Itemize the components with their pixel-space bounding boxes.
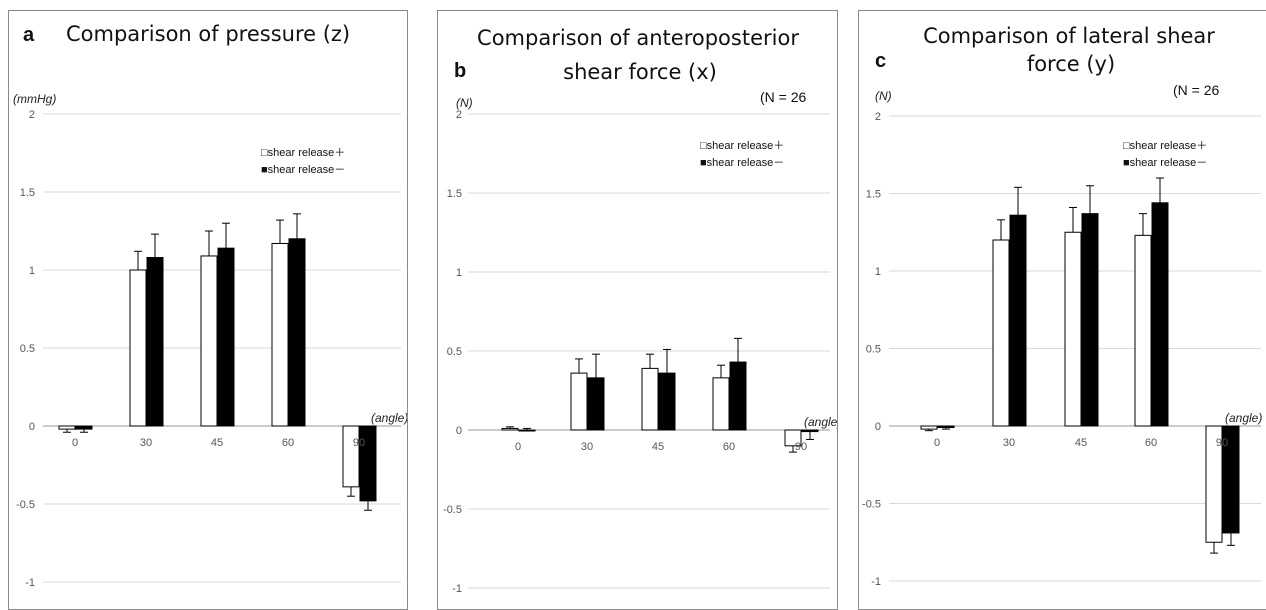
y-tick-label: 1.5 xyxy=(866,189,881,201)
legend-entry: ■shear release－ xyxy=(1123,157,1207,169)
chart-title-line-1: Comparison of lateral shear xyxy=(923,24,1215,48)
bar xyxy=(658,372,676,431)
chart-title-line-1: Comparison of pressure (z) xyxy=(66,22,350,46)
bar xyxy=(217,247,235,427)
x-tick-label: 90 xyxy=(353,437,365,449)
chart-title-line-2: shear force (x) xyxy=(563,60,717,84)
panel-letter: b xyxy=(454,60,466,82)
bar xyxy=(712,377,730,431)
x-tick-label: 60 xyxy=(282,437,294,449)
bar xyxy=(1081,213,1099,427)
y-tick-label: 0 xyxy=(29,421,35,433)
y-tick-label: -1 xyxy=(452,583,462,595)
bar xyxy=(937,425,955,429)
x-axis-unit-label: (angle) xyxy=(1225,411,1262,425)
y-axis-unit-label: (mmHg) xyxy=(13,92,56,106)
bar xyxy=(288,238,306,427)
bar xyxy=(801,429,819,433)
x-tick-label: 45 xyxy=(652,441,664,453)
chart-plot-area: 2 1.5 1 0.5 0 -0.5 -1 0 30 45 60 90 (angle) □shear re… xyxy=(16,109,408,589)
chart-plot-area: 2 1.5 1 0.5 0 -0.5 -1 0 30 45 60 90 (angle) □shear re… xyxy=(862,111,1262,588)
x-tick-label: 0 xyxy=(515,441,521,453)
bar xyxy=(518,429,536,432)
x-tick-label: 30 xyxy=(581,441,593,453)
panel-letter: a xyxy=(23,24,35,46)
sample-size-label: (N = 26 xyxy=(1173,82,1220,98)
panel-letter: c xyxy=(875,50,886,72)
bar xyxy=(1009,214,1027,427)
y-tick-label: 1 xyxy=(29,265,35,277)
chart-panel-b: Comparison of anteroposterior b shear fo… xyxy=(437,10,838,610)
bar xyxy=(129,269,147,427)
y-tick-label: -1 xyxy=(871,576,881,588)
bar xyxy=(75,425,93,430)
bar xyxy=(1151,202,1169,427)
y-tick-label: 2 xyxy=(456,109,462,121)
chart-title-line-2: force (y) xyxy=(1027,52,1115,76)
bar xyxy=(1134,234,1152,427)
y-axis-unit-label: (N) xyxy=(875,89,892,103)
y-tick-label: 0.5 xyxy=(20,343,35,355)
y-tick-label: 0.5 xyxy=(866,344,881,356)
y-tick-label: -0.5 xyxy=(443,504,462,516)
legend-entry: □shear release＋ xyxy=(261,147,345,159)
x-tick-label: 0 xyxy=(934,437,940,449)
legend-entry: □shear release＋ xyxy=(700,140,784,152)
y-tick-label: 2 xyxy=(875,111,881,123)
chart-title-line-1: Comparison of anteroposterior xyxy=(477,26,799,50)
y-tick-label: -0.5 xyxy=(862,499,881,511)
chart-plot-area: 2 1.5 1 0.5 0 -0.5 -1 0 30 45 60 90 (angle) □shear re… xyxy=(443,109,838,595)
x-tick-label: 90 xyxy=(1216,437,1228,449)
chart-a-svg: a Comparison of pressure (z) (mmHg) 2 1.5… xyxy=(13,22,408,589)
chart-c-svg: Comparison of lateral shear c force (y) … xyxy=(862,24,1262,588)
x-tick-label: 45 xyxy=(1075,437,1087,449)
bar xyxy=(641,367,659,431)
legend-entry: □shear release＋ xyxy=(1123,140,1207,152)
y-tick-label: 0.5 xyxy=(447,346,462,358)
y-axis-unit-label: (N) xyxy=(456,96,473,110)
y-tick-label: -0.5 xyxy=(16,499,35,511)
bar xyxy=(570,372,588,431)
bar xyxy=(271,242,289,427)
chart-panel-a: a Comparison of pressure (z) (mmHg) 2 1.5… xyxy=(8,10,408,610)
bar xyxy=(729,361,747,431)
x-tick-label: 90 xyxy=(795,441,807,453)
chart-b-svg: Comparison of anteroposterior b shear fo… xyxy=(443,26,838,595)
bar xyxy=(200,255,218,427)
legend-entry: ■shear release－ xyxy=(261,164,345,176)
x-tick-label: 0 xyxy=(72,437,78,449)
bar xyxy=(342,425,360,488)
legend-entry: ■shear release－ xyxy=(700,157,784,169)
y-tick-label: 1.5 xyxy=(447,188,462,200)
bar xyxy=(587,377,605,431)
y-tick-label: 2 xyxy=(29,109,35,121)
bar xyxy=(1064,231,1082,427)
x-axis-unit-label: (angle) xyxy=(371,411,408,425)
bar xyxy=(920,425,938,430)
bar xyxy=(58,425,76,430)
y-tick-label: 1.5 xyxy=(20,187,35,199)
y-tick-label: 0 xyxy=(875,421,881,433)
x-axis-unit-label: (angle) xyxy=(804,415,838,429)
y-tick-label: -1 xyxy=(25,577,35,589)
x-tick-label: 30 xyxy=(1003,437,1015,449)
chart-panel-c: Comparison of lateral shear c force (y) … xyxy=(858,10,1266,610)
x-tick-label: 60 xyxy=(723,441,735,453)
bar xyxy=(501,427,519,431)
bar xyxy=(146,257,164,427)
y-tick-label: 1 xyxy=(456,267,462,279)
x-tick-label: 30 xyxy=(140,437,152,449)
bar xyxy=(992,239,1010,427)
x-tick-label: 45 xyxy=(211,437,223,449)
sample-size-label: (N = 26 xyxy=(760,89,807,105)
x-tick-label: 60 xyxy=(1145,437,1157,449)
y-tick-label: 0 xyxy=(456,425,462,437)
y-tick-label: 1 xyxy=(875,266,881,278)
